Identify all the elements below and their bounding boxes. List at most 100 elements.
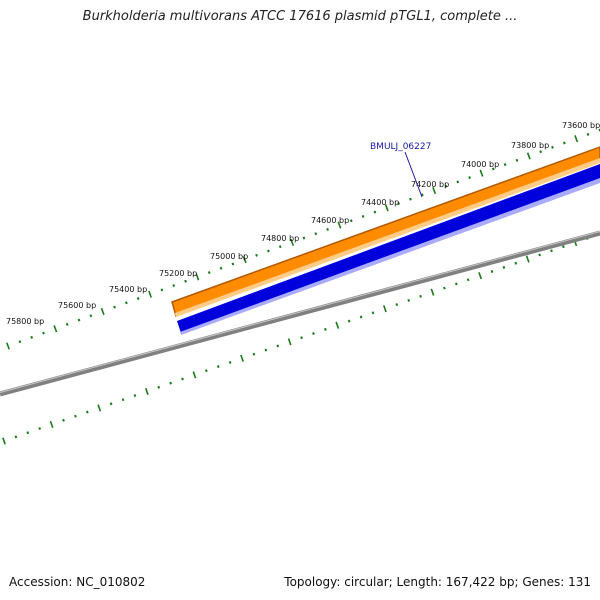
outer-ruler-minor-tick bbox=[77, 318, 81, 322]
inner-ruler-minor-tick bbox=[490, 270, 494, 273]
outer-ruler-minor-tick bbox=[113, 305, 116, 309]
inner-ruler-major-tick bbox=[97, 404, 102, 412]
outer-ruler-major-tick bbox=[290, 238, 295, 246]
inner-ruler-minor-tick bbox=[228, 360, 232, 364]
tick-label: 75800 bp bbox=[6, 317, 44, 326]
inner-ruler-minor-tick bbox=[205, 369, 208, 373]
tick-label: 73600 bp bbox=[562, 121, 600, 130]
inner-ruler-major-tick bbox=[335, 321, 340, 329]
inner-ruler-minor-tick bbox=[26, 431, 30, 435]
inner-ruler-minor-tick bbox=[85, 410, 89, 414]
genome-summary-text: Topology: circular; Length: 167,422 bp; … bbox=[284, 575, 591, 589]
inner-ruler-major-tick bbox=[430, 288, 435, 296]
tick-label: 74200 bp bbox=[411, 180, 449, 189]
outer-ruler-minor-tick bbox=[373, 210, 377, 214]
outer-ruler-minor-tick bbox=[586, 132, 590, 136]
inner-ruler-minor-tick bbox=[466, 278, 470, 282]
tick-labels: 73600 bp 73800 bp 74000 bp 74200 bp 74400 bp… bbox=[6, 121, 600, 326]
inner-ruler-minor-tick bbox=[359, 315, 363, 319]
outer-ruler-minor-tick bbox=[219, 266, 223, 270]
outer-ruler-minor-tick bbox=[326, 227, 329, 231]
inner-ruler-major-tick bbox=[525, 255, 530, 263]
outer-ruler-major-tick bbox=[53, 325, 58, 333]
outer-ruler-minor-tick bbox=[42, 331, 45, 335]
inner-ruler-major-tick bbox=[287, 338, 292, 346]
outer-ruler-major-tick bbox=[337, 221, 342, 229]
outer-ruler-minor-tick bbox=[491, 167, 495, 171]
inner-ruler-minor-tick bbox=[252, 352, 256, 356]
cds-highlight bbox=[180, 178, 600, 335]
inner-ruler-minor-tick bbox=[121, 398, 125, 402]
inner-ruler-major-tick bbox=[144, 387, 149, 395]
inner-ruler-minor-tick bbox=[371, 311, 375, 315]
outer-ruler-minor-tick bbox=[468, 176, 471, 180]
tick-label: 73800 bp bbox=[511, 141, 549, 150]
outer-ruler-minor-tick bbox=[539, 150, 543, 154]
outer-ruler-minor-tick bbox=[503, 163, 507, 167]
tick-label: 75400 bp bbox=[109, 285, 147, 294]
outer-ruler-minor-tick bbox=[278, 245, 282, 249]
outer-ruler-minor-tick bbox=[207, 271, 211, 275]
backbone-highlight bbox=[0, 231, 600, 393]
inner-ruler-major-tick bbox=[240, 354, 244, 362]
outer-ruler-minor-tick bbox=[444, 184, 448, 188]
inner-ruler-major-tick bbox=[478, 272, 483, 280]
accession-text: Accession: NC_010802 bbox=[9, 575, 146, 589]
gene-feature[interactable] bbox=[171, 146, 600, 317]
inner-ruler-minor-tick bbox=[62, 418, 65, 422]
outer-ruler-minor-tick bbox=[125, 301, 128, 305]
inner-ruler-minor-tick bbox=[109, 402, 113, 406]
inner-ruler-minor-tick bbox=[419, 294, 422, 298]
outer-ruler-minor-tick bbox=[65, 322, 69, 326]
cds-feature[interactable] bbox=[177, 164, 600, 333]
inner-ruler-minor-tick bbox=[181, 377, 184, 381]
outer-ruler-major-tick bbox=[384, 204, 389, 212]
outer-ruler-minor-tick bbox=[172, 284, 176, 288]
outer-ruler-minor-tick bbox=[420, 193, 424, 197]
outer-ruler-minor-tick bbox=[160, 288, 164, 292]
inner-ruler-minor-tick bbox=[157, 385, 161, 389]
outer-ruler-minor-tick bbox=[397, 202, 400, 205]
outer-ruler-minor-tick bbox=[515, 158, 519, 162]
inner-ruler-minor-tick bbox=[454, 282, 458, 286]
inner-ruler-minor-tick bbox=[74, 414, 77, 418]
inner-ruler-minor-tick bbox=[407, 298, 411, 302]
outer-ruler-minor-tick bbox=[349, 219, 353, 223]
outer-ruler-minor-tick bbox=[30, 335, 34, 339]
inner-ruler-minor-tick bbox=[562, 245, 565, 249]
gene-highlight bbox=[175, 158, 600, 317]
tick-label: 75000 bp bbox=[210, 252, 248, 261]
gene-label[interactable]: BMULJ_06227 bbox=[370, 142, 431, 152]
outer-ruler-minor-tick bbox=[136, 297, 140, 300]
inner-ruler-minor-tick bbox=[169, 381, 172, 385]
outer-ruler-minor-tick bbox=[456, 180, 460, 184]
inner-ruler bbox=[2, 232, 600, 445]
tick-label: 75600 bp bbox=[58, 301, 96, 310]
tick-label: 74600 bp bbox=[311, 216, 349, 225]
inner-ruler-minor-tick bbox=[443, 286, 446, 290]
inner-ruler-major-tick bbox=[2, 437, 6, 445]
outer-ruler-major-tick bbox=[479, 169, 484, 177]
inner-ruler-minor-tick bbox=[264, 348, 268, 352]
inner-ruler-minor-tick bbox=[312, 332, 315, 335]
outer-ruler-minor-tick bbox=[551, 145, 554, 149]
outer-ruler-major-tick bbox=[6, 342, 10, 350]
outer-ruler-minor-tick bbox=[361, 214, 365, 218]
outer-ruler-minor-tick bbox=[255, 253, 258, 257]
outer-ruler bbox=[6, 128, 600, 350]
outer-ruler-major-tick bbox=[574, 135, 579, 143]
outer-ruler-minor-tick bbox=[562, 141, 566, 145]
inner-ruler-major-tick bbox=[49, 420, 54, 429]
inner-ruler-minor-tick bbox=[347, 319, 351, 323]
tick-label: 75200 bp bbox=[159, 269, 197, 278]
outer-ruler-minor-tick bbox=[18, 340, 22, 344]
outer-ruler-minor-tick bbox=[302, 236, 306, 240]
outer-ruler-major-tick bbox=[432, 186, 437, 195]
outer-ruler-minor-tick bbox=[409, 197, 412, 201]
gene-label-leader bbox=[404, 151, 423, 198]
inner-ruler-major-tick bbox=[192, 371, 197, 379]
inner-ruler-major-tick bbox=[382, 305, 387, 313]
outer-ruler-major-tick bbox=[526, 152, 531, 160]
tick-label: 74000 bp bbox=[461, 160, 499, 169]
